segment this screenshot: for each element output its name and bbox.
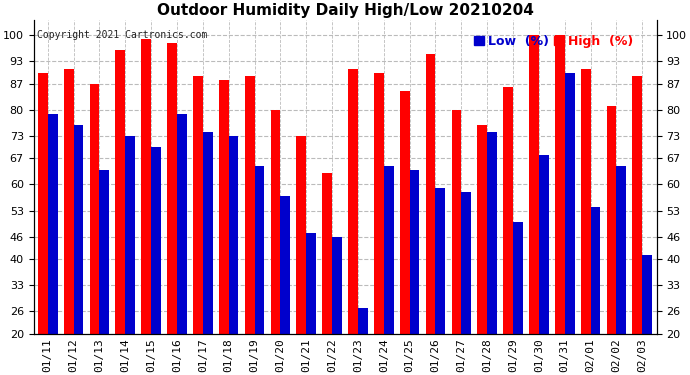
Bar	[151, 147, 161, 334]
Bar	[564, 72, 575, 334]
Bar	[322, 173, 332, 334]
Bar	[203, 132, 213, 334]
Bar	[126, 136, 135, 334]
Bar	[529, 35, 539, 334]
Bar	[348, 69, 358, 334]
Bar	[410, 170, 420, 334]
Bar	[193, 76, 203, 334]
Bar	[539, 154, 549, 334]
Bar	[48, 114, 57, 334]
Bar	[581, 69, 591, 334]
Bar	[219, 80, 228, 334]
Title: Outdoor Humidity Daily High/Low 20210204: Outdoor Humidity Daily High/Low 20210204	[157, 3, 533, 18]
Bar	[591, 207, 600, 334]
Bar	[90, 84, 99, 334]
Bar	[451, 110, 462, 334]
Bar	[167, 43, 177, 334]
Bar	[642, 255, 652, 334]
Bar	[245, 76, 255, 334]
Bar	[280, 196, 290, 334]
Bar	[400, 91, 410, 334]
Bar	[270, 110, 280, 334]
Bar	[555, 35, 564, 334]
Bar	[255, 166, 264, 334]
Bar	[607, 106, 616, 334]
Bar	[63, 69, 74, 334]
Bar	[487, 132, 497, 334]
Bar	[503, 87, 513, 334]
Bar	[374, 72, 384, 334]
Bar	[426, 54, 435, 334]
Bar	[74, 125, 83, 334]
Bar	[633, 76, 642, 334]
Bar	[177, 114, 187, 334]
Legend: Low  (%), High  (%): Low (%), High (%)	[469, 30, 638, 53]
Bar	[477, 125, 487, 334]
Bar	[141, 39, 151, 334]
Bar	[358, 308, 368, 334]
Bar	[297, 136, 306, 334]
Bar	[306, 233, 316, 334]
Text: Copyright 2021 Cartronics.com: Copyright 2021 Cartronics.com	[37, 30, 207, 40]
Bar	[435, 188, 445, 334]
Bar	[384, 166, 393, 334]
Bar	[228, 136, 239, 334]
Bar	[99, 170, 109, 334]
Bar	[115, 50, 126, 334]
Bar	[462, 192, 471, 334]
Bar	[38, 72, 48, 334]
Bar	[332, 237, 342, 334]
Bar	[513, 222, 523, 334]
Bar	[616, 166, 627, 334]
